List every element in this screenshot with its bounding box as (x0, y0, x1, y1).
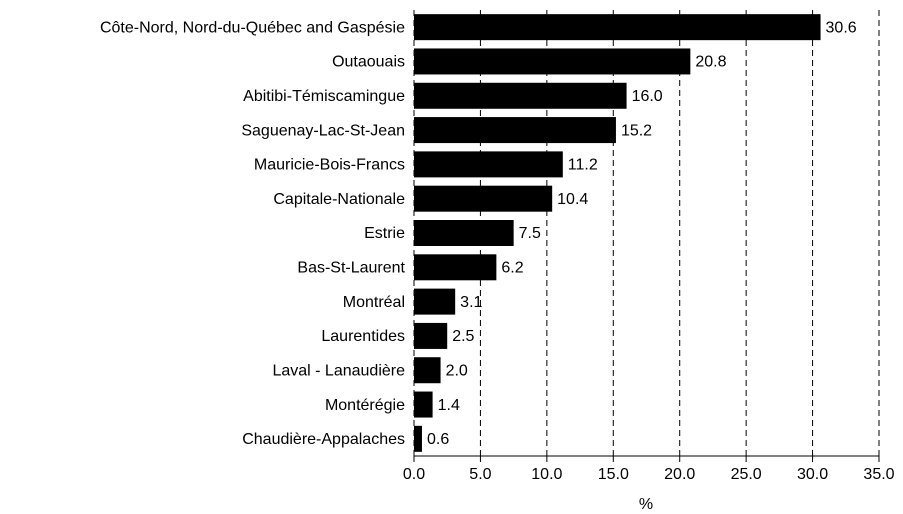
x-tick-label: 25.0 (731, 466, 762, 483)
y-tick-label: Bas-St-Laurent (297, 260, 405, 277)
y-tick-label: Chaudière-Appalaches (242, 431, 405, 448)
y-tick-label: Outaouais (332, 54, 405, 71)
y-tick-label: Saguenay-Lac-St-Jean (241, 122, 405, 139)
x-tick-label: 30.0 (797, 466, 828, 483)
bar (414, 117, 616, 144)
x-axis-label: % (639, 496, 653, 513)
value-label: 20.8 (695, 54, 726, 71)
bar (414, 82, 627, 109)
bar (414, 48, 691, 75)
y-tick-label: Estrie (364, 225, 405, 242)
value-label: 11.2 (568, 157, 598, 174)
bar (414, 185, 553, 212)
value-label: 3.1 (460, 294, 482, 311)
bar (414, 14, 821, 41)
x-tick-label: 0.0 (403, 466, 425, 483)
bar (414, 425, 422, 452)
value-label: 30.6 (826, 19, 857, 36)
x-tick-label: 15.0 (598, 466, 629, 483)
y-tick-label: Côte-Nord, Nord-du-Québec and Gaspésie (100, 19, 405, 36)
value-label: 15.2 (621, 122, 652, 139)
y-tick-label: Abitibi-Témiscamingue (243, 88, 405, 105)
value-label: 6.2 (501, 260, 523, 277)
y-tick-label: Laval - Lanaudière (272, 362, 405, 379)
x-tick-label: 35.0 (863, 466, 894, 483)
x-tick-label: 5.0 (469, 466, 491, 483)
y-tick-label: Laurentides (321, 328, 405, 345)
value-label: 7.5 (519, 225, 541, 242)
bar (414, 288, 456, 315)
value-label: 0.6 (427, 431, 449, 448)
y-tick-label: Capitale-Nationale (273, 191, 405, 208)
bar (414, 151, 563, 178)
x-tick-label: 10.0 (531, 466, 562, 483)
bar (414, 357, 441, 384)
bar (414, 322, 448, 349)
bar (414, 254, 497, 281)
value-label: 16.0 (632, 88, 663, 105)
y-tick-label: Montréal (343, 294, 405, 311)
bar (414, 391, 433, 418)
y-tick-label: Mauricie-Bois-Francs (254, 157, 405, 174)
value-label: 1.4 (438, 397, 460, 414)
value-label: 10.4 (557, 191, 588, 208)
value-label: 2.5 (452, 328, 474, 345)
y-tick-label: Montérégie (325, 397, 405, 414)
value-label: 2.0 (446, 362, 468, 379)
x-tick-label: 20.0 (664, 466, 695, 483)
bar (414, 220, 514, 246)
